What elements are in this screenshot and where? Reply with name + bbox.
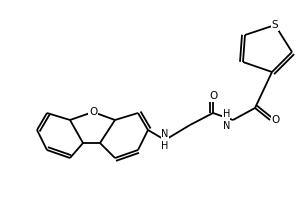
Text: O: O [272, 115, 280, 125]
Text: N
H: N H [161, 129, 169, 151]
Text: H
N: H N [223, 109, 230, 131]
Text: O: O [209, 91, 217, 101]
Text: S: S [272, 20, 278, 30]
Text: O: O [89, 107, 97, 117]
